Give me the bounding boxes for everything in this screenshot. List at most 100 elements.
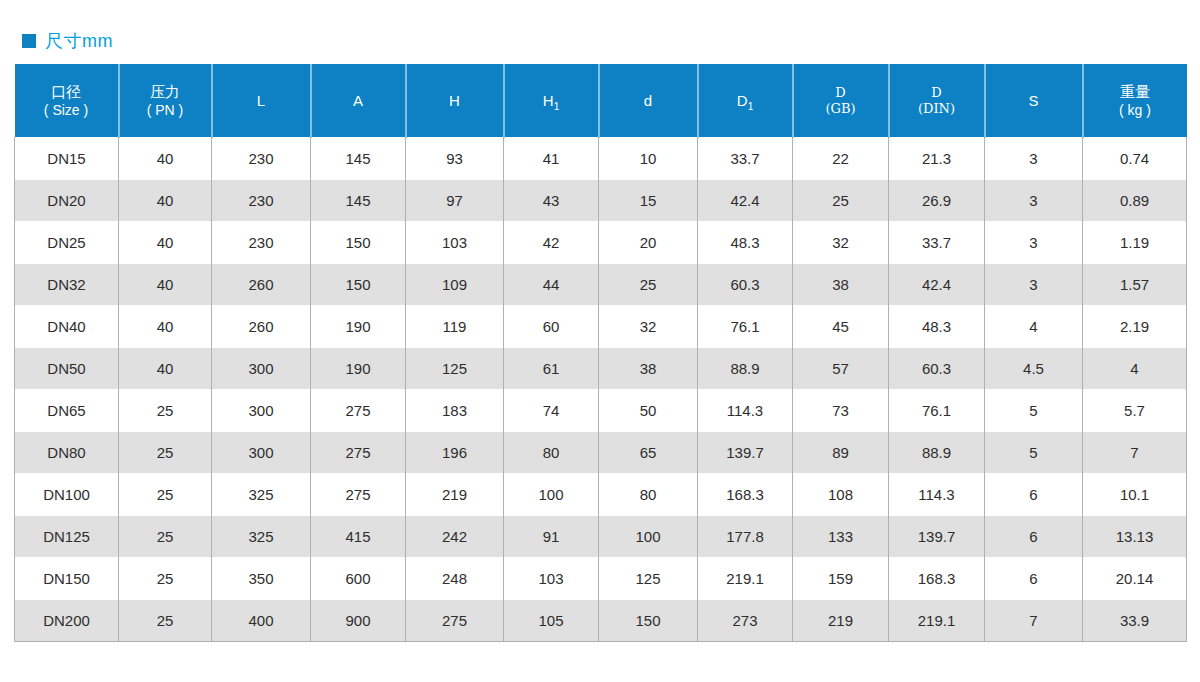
value-cell-s: 6 <box>985 474 1083 516</box>
value-cell-d-din: 88.9 <box>889 432 985 474</box>
value-cell-d-din: 139.7 <box>889 516 985 558</box>
value-cell-pn: 25 <box>119 600 212 642</box>
column-header-s: S <box>985 64 1083 138</box>
table-row: DN1252532541524291100177.8133139.7613.13 <box>15 516 1187 558</box>
value-cell-h: 125 <box>406 348 504 390</box>
value-cell-h1: 100 <box>504 474 599 516</box>
value-cell-d-din: 21.3 <box>889 138 985 180</box>
value-cell-h: 109 <box>406 264 504 306</box>
value-cell-h1: 41 <box>504 138 599 180</box>
value-cell-s: 4 <box>985 306 1083 348</box>
section-header: 尺寸mm <box>22 29 1200 53</box>
value-cell-d: 65 <box>599 432 698 474</box>
table-row: DN5040300190125613888.95760.34.54 <box>15 348 1187 390</box>
dimensions-table: 口径( Size )压力( PN )LAHH1dD1D(GB)D(DIN)S重量… <box>14 64 1187 642</box>
value-cell-d: 10 <box>599 138 698 180</box>
value-cell-h1: 61 <box>504 348 599 390</box>
column-header-l: L <box>212 64 311 138</box>
value-cell-d: 50 <box>599 390 698 432</box>
value-cell-l: 300 <box>212 348 311 390</box>
value-cell-pn: 40 <box>119 264 212 306</box>
value-cell-l: 230 <box>212 222 311 264</box>
value-cell-h: 103 <box>406 222 504 264</box>
value-cell-d: 38 <box>599 348 698 390</box>
value-cell-d1: 273 <box>698 600 793 642</box>
value-cell-weight: 0.74 <box>1083 138 1187 180</box>
value-cell-pn: 25 <box>119 474 212 516</box>
value-cell-d-gb: 32 <box>793 222 889 264</box>
value-cell-d-din: 48.3 <box>889 306 985 348</box>
size-cell: DN32 <box>15 264 119 306</box>
value-cell-a: 900 <box>311 600 406 642</box>
value-cell-h: 275 <box>406 600 504 642</box>
value-cell-s: 3 <box>985 138 1083 180</box>
value-cell-h: 183 <box>406 390 504 432</box>
value-cell-l: 230 <box>212 138 311 180</box>
value-cell-s: 5 <box>985 432 1083 474</box>
value-cell-weight: 2.19 <box>1083 306 1187 348</box>
value-cell-a: 275 <box>311 390 406 432</box>
value-cell-pn: 25 <box>119 432 212 474</box>
value-cell-h1: 91 <box>504 516 599 558</box>
value-cell-d: 80 <box>599 474 698 516</box>
column-header-d: d <box>599 64 698 138</box>
table-row: DN2540230150103422048.33233.731.19 <box>15 222 1187 264</box>
value-cell-d: 15 <box>599 180 698 222</box>
value-cell-pn: 40 <box>119 306 212 348</box>
value-cell-weight: 1.19 <box>1083 222 1187 264</box>
value-cell-d1: 168.3 <box>698 474 793 516</box>
table-row: DN4040260190119603276.14548.342.19 <box>15 306 1187 348</box>
value-cell-d-din: 42.4 <box>889 264 985 306</box>
value-cell-a: 145 <box>311 138 406 180</box>
table-row: DN3240260150109442560.33842.431.57 <box>15 264 1187 306</box>
table-row: DN204023014597431542.42526.930.89 <box>15 180 1187 222</box>
table-header-row: 口径( Size )压力( PN )LAHH1dD1D(GB)D(DIN)S重量… <box>15 64 1187 138</box>
value-cell-h: 97 <box>406 180 504 222</box>
value-cell-l: 300 <box>212 390 311 432</box>
value-cell-weight: 0.89 <box>1083 180 1187 222</box>
value-cell-h: 93 <box>406 138 504 180</box>
value-cell-d1: 33.7 <box>698 138 793 180</box>
value-cell-d-din: 219.1 <box>889 600 985 642</box>
size-cell: DN200 <box>15 600 119 642</box>
value-cell-s: 3 <box>985 222 1083 264</box>
value-cell-d1: 114.3 <box>698 390 793 432</box>
value-cell-d-gb: 219 <box>793 600 889 642</box>
column-header-d1: D1 <box>698 64 793 138</box>
value-cell-l: 325 <box>212 474 311 516</box>
table-row: DN15025350600248103125219.1159168.3620.1… <box>15 558 1187 600</box>
value-cell-h: 196 <box>406 432 504 474</box>
value-cell-d-gb: 108 <box>793 474 889 516</box>
value-cell-weight: 4 <box>1083 348 1187 390</box>
value-cell-d-gb: 57 <box>793 348 889 390</box>
value-cell-s: 4.5 <box>985 348 1083 390</box>
value-cell-a: 190 <box>311 348 406 390</box>
value-cell-s: 5 <box>985 390 1083 432</box>
value-cell-l: 400 <box>212 600 311 642</box>
table-row: DN80253002751968065139.78988.957 <box>15 432 1187 474</box>
value-cell-a: 600 <box>311 558 406 600</box>
value-cell-pn: 25 <box>119 516 212 558</box>
value-cell-h1: 44 <box>504 264 599 306</box>
value-cell-l: 260 <box>212 306 311 348</box>
size-cell: DN150 <box>15 558 119 600</box>
column-header-a: A <box>311 64 406 138</box>
value-cell-d-din: 76.1 <box>889 390 985 432</box>
column-header-h1: H1 <box>504 64 599 138</box>
value-cell-d-gb: 25 <box>793 180 889 222</box>
value-cell-d-gb: 133 <box>793 516 889 558</box>
value-cell-pn: 25 <box>119 558 212 600</box>
value-cell-a: 275 <box>311 474 406 516</box>
column-header-size: 口径( Size ) <box>15 64 119 138</box>
value-cell-d-din: 168.3 <box>889 558 985 600</box>
value-cell-d-gb: 73 <box>793 390 889 432</box>
value-cell-d1: 177.8 <box>698 516 793 558</box>
value-cell-pn: 40 <box>119 138 212 180</box>
value-cell-l: 260 <box>212 264 311 306</box>
value-cell-a: 275 <box>311 432 406 474</box>
value-cell-d-gb: 22 <box>793 138 889 180</box>
value-cell-d: 125 <box>599 558 698 600</box>
value-cell-a: 150 <box>311 222 406 264</box>
value-cell-d-din: 60.3 <box>889 348 985 390</box>
value-cell-weight: 20.14 <box>1083 558 1187 600</box>
